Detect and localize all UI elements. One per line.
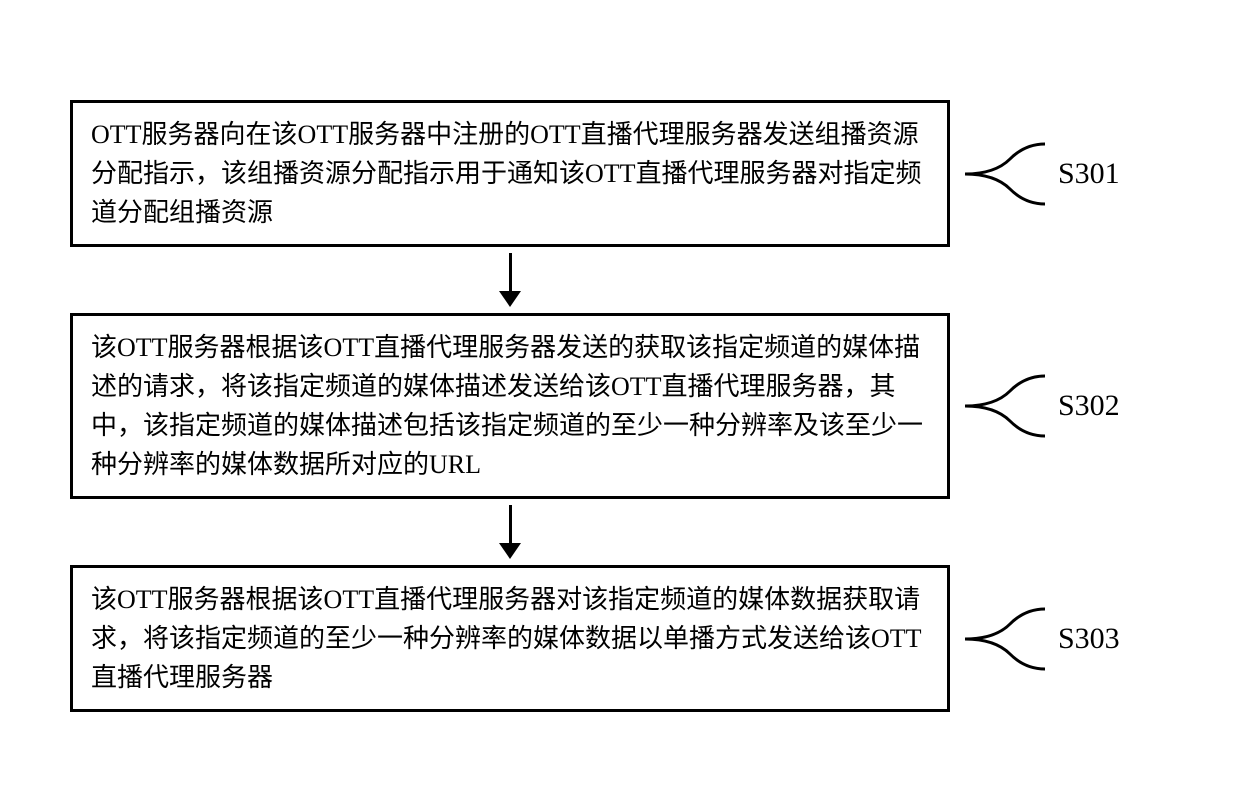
step-text-3: 该OTT服务器根据该OTT直播代理服务器对该指定频道的媒体数据获取请求，将该指定… (91, 585, 922, 692)
connector-2: S302 (960, 371, 1120, 441)
step-text-2: 该OTT服务器根据该OTT直播代理服务器发送的获取该指定频道的媒体描述的请求，将… (91, 333, 923, 479)
step-label-1: S301 (1058, 157, 1120, 191)
step-label-3: S303 (1058, 622, 1120, 656)
step-box-1: OTT服务器向在该OTT服务器中注册的OTT直播代理服务器发送组播资源分配指示，… (70, 100, 950, 247)
step-label-2: S302 (1058, 389, 1120, 423)
step-box-3: 该OTT服务器根据该OTT直播代理服务器对该指定频道的媒体数据获取请求，将该指定… (70, 565, 950, 712)
step-text-1: OTT服务器向在该OTT服务器中注册的OTT直播代理服务器发送组播资源分配指示，… (91, 120, 922, 227)
step-row-1: OTT服务器向在该OTT服务器中注册的OTT直播代理服务器发送组播资源分配指示，… (70, 100, 1170, 247)
curve-connector-icon (960, 139, 1050, 209)
arrow-head-icon (499, 291, 521, 307)
arrow-line (509, 505, 512, 543)
arrow-line (509, 253, 512, 291)
curve-connector-icon (960, 604, 1050, 674)
flowchart-container: OTT服务器向在该OTT服务器中注册的OTT直播代理服务器发送组播资源分配指示，… (70, 100, 1170, 712)
connector-1: S301 (960, 139, 1120, 209)
step-box-2: 该OTT服务器根据该OTT直播代理服务器发送的获取该指定频道的媒体描述的请求，将… (70, 313, 950, 499)
step-row-2: 该OTT服务器根据该OTT直播代理服务器发送的获取该指定频道的媒体描述的请求，将… (70, 313, 1170, 499)
arrow-head-icon (499, 543, 521, 559)
curve-connector-icon (960, 371, 1050, 441)
connector-3: S303 (960, 604, 1120, 674)
arrow-2-3 (499, 505, 521, 559)
arrow-1-2 (499, 253, 521, 307)
step-row-3: 该OTT服务器根据该OTT直播代理服务器对该指定频道的媒体数据获取请求，将该指定… (70, 565, 1170, 712)
